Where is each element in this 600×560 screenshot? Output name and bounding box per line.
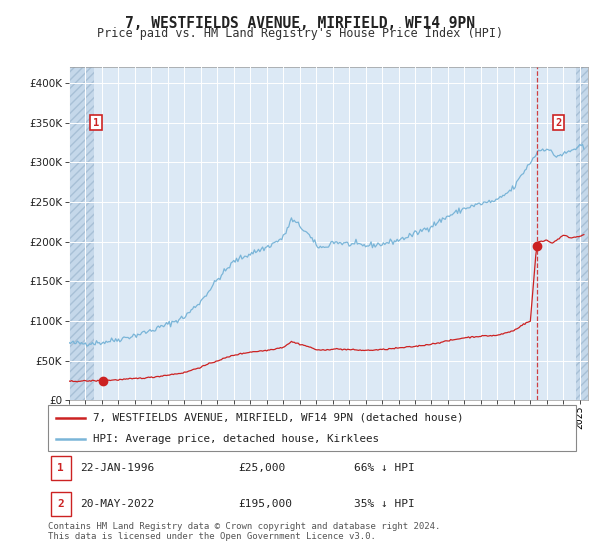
Text: 66% ↓ HPI: 66% ↓ HPI [354,463,415,473]
Text: 1: 1 [57,463,64,473]
Text: £25,000: £25,000 [238,463,286,473]
Text: 2: 2 [57,499,64,509]
Text: HPI: Average price, detached house, Kirklees: HPI: Average price, detached house, Kirk… [93,435,379,444]
Text: 22-JAN-1996: 22-JAN-1996 [80,463,154,473]
Text: 1: 1 [93,118,100,128]
Bar [575,67,588,400]
Text: 2: 2 [555,118,562,128]
Text: 35% ↓ HPI: 35% ↓ HPI [354,499,415,509]
Text: Price paid vs. HM Land Registry's House Price Index (HPI): Price paid vs. HM Land Registry's House … [97,27,503,40]
Text: 7, WESTFIELDS AVENUE, MIRFIELD, WF14 9PN: 7, WESTFIELDS AVENUE, MIRFIELD, WF14 9PN [125,16,475,31]
Bar [50,455,71,480]
Bar [50,492,71,516]
Bar [69,67,94,400]
Text: Contains HM Land Registry data © Crown copyright and database right 2024.
This d: Contains HM Land Registry data © Crown c… [48,522,440,542]
Text: £195,000: £195,000 [238,499,292,509]
Text: 20-MAY-2022: 20-MAY-2022 [80,499,154,509]
Text: 7, WESTFIELDS AVENUE, MIRFIELD, WF14 9PN (detached house): 7, WESTFIELDS AVENUE, MIRFIELD, WF14 9PN… [93,413,463,423]
